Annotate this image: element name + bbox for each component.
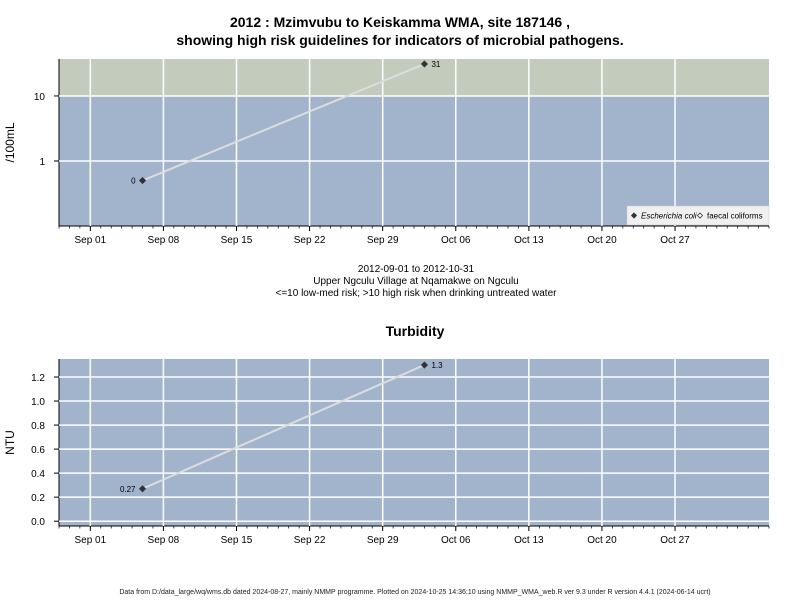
y-tick-label: 0.0	[31, 517, 45, 528]
legend-marker	[630, 212, 638, 219]
data-point	[420, 361, 429, 369]
x-tick-label: Oct 06	[441, 235, 471, 246]
y-axis: 1 10	[34, 59, 60, 226]
chart-title: 2012 : Mzimvubu to Keiskamma WMA, site 1…	[229, 14, 570, 30]
series-line	[142, 364, 425, 490]
microbial-chart: Sep 01 Sep 08 Sep 15 Sep 22 Sep 29 Oct 06 Oct …	[3, 59, 770, 246]
legend: Escherichia coli faecal coliforms	[626, 205, 770, 226]
risk-band-0	[59, 59, 769, 96]
caption-date-range: 2012-09-01 to 2012-10-31	[357, 264, 475, 275]
x-tick-label: Oct 13	[514, 235, 544, 246]
turbidity-chart: Sep 01 Sep 08 Sep 15 Sep 22 Sep 29 Oct 06 Oct …	[3, 359, 770, 546]
y-axis: 0.0 0.2 0.4 0.6 0.8 1.0 1.2	[31, 359, 60, 528]
y-tick-label: 0.4	[31, 469, 45, 480]
x-tick-label: Sep 01	[74, 535, 106, 546]
chart-subtitle: showing high risk guidelines for indicat…	[176, 32, 624, 48]
x-tick-label: Sep 22	[294, 535, 326, 546]
data-point	[138, 176, 147, 185]
turbidity-title: Turbidity	[385, 323, 445, 339]
x-tick-label: Oct 20	[587, 535, 617, 546]
legend-label: faecal coliforms	[707, 212, 763, 221]
y-axis-title: /100mL	[3, 122, 17, 162]
x-tick-label: Sep 08	[148, 235, 180, 246]
x-tick-label: Sep 15	[221, 535, 253, 546]
footer-note: Data from D:/data_large/wq/wms.db dated …	[119, 589, 711, 596]
y-tick-label: 10	[34, 92, 46, 103]
y-tick-label: 0.2	[31, 493, 45, 504]
data-point	[420, 60, 429, 68]
y-tick-label: 1	[39, 157, 45, 168]
x-tick-label: Sep 29	[367, 535, 399, 546]
legend-marker	[696, 212, 704, 219]
y-axis-title: NTU	[3, 430, 17, 455]
data-label: 0	[131, 177, 136, 186]
x-tick-label: Sep 22	[294, 235, 326, 246]
y-tick-label: 1.0	[31, 397, 45, 408]
x-tick-label: Oct 27	[660, 235, 690, 246]
data-label: 0.27	[120, 485, 136, 494]
x-tick-label: Oct 13	[514, 535, 544, 546]
x-tick-label: Sep 08	[148, 535, 180, 546]
y-tick-label: 0.8	[31, 421, 45, 432]
x-tick-label: Sep 29	[367, 235, 399, 246]
data-label: 31	[431, 60, 440, 69]
y-tick-label: 0.6	[31, 445, 45, 456]
x-tick-label: Sep 01	[74, 235, 106, 246]
plot-background	[59, 359, 769, 526]
x-tick-label: Oct 06	[441, 535, 471, 546]
x-tick-label: Sep 15	[221, 235, 253, 246]
caption-risk-note: <=10 low-med risk; >10 high risk when dr…	[275, 288, 557, 299]
data-point	[138, 485, 147, 493]
x-axis: Sep 01 Sep 08 Sep 15 Sep 22 Sep 29 Oct 06 Oct …	[58, 225, 770, 246]
y-tick-label: 1.2	[31, 373, 45, 384]
caption-site: Upper Ngculu Village at Nqamakwe on Ngcu…	[313, 276, 519, 287]
x-axis: Sep 01 Sep 08 Sep 15 Sep 22 Sep 29 Oct 06 Oct …	[58, 525, 770, 546]
series-line	[142, 63, 425, 182]
x-tick-label: Oct 20	[587, 235, 617, 246]
legend-label: Escherichia coli	[641, 212, 697, 221]
x-tick-label: Oct 27	[660, 535, 690, 546]
data-label: 1.3	[431, 361, 443, 370]
